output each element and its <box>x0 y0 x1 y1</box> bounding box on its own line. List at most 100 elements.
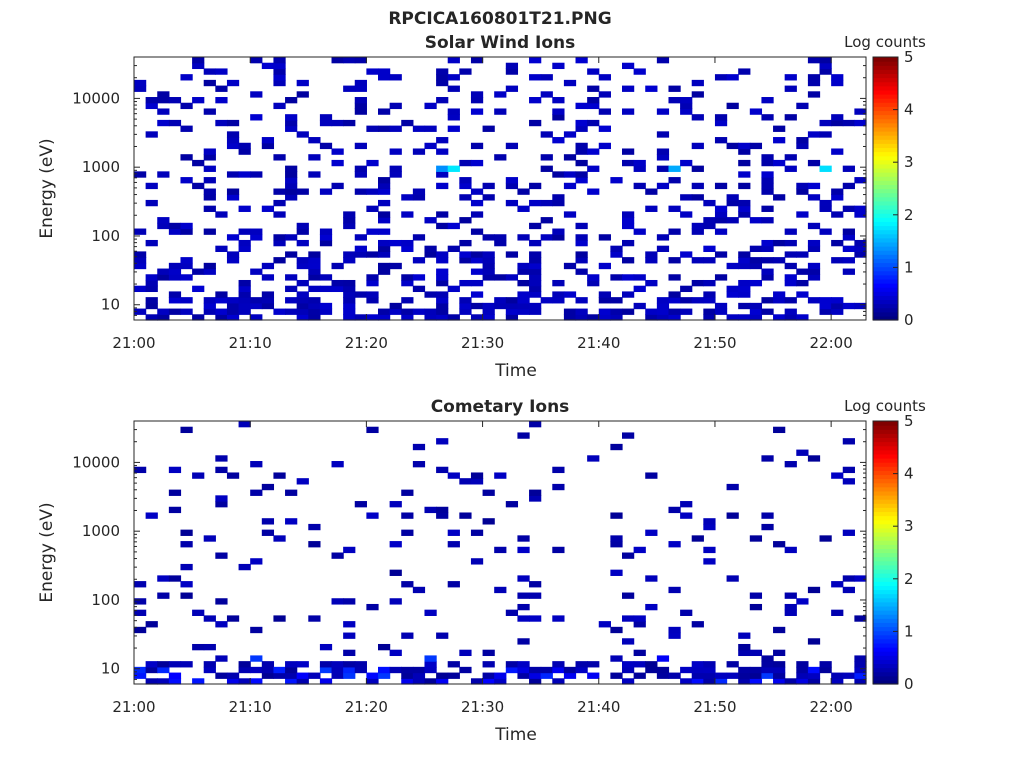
spectrogram-cell <box>482 194 495 201</box>
spectrogram-cell <box>459 478 472 485</box>
spectrogram-cell <box>273 308 286 315</box>
colorbar-segment <box>873 618 898 623</box>
spectrogram-cell <box>168 119 182 127</box>
spectrogram-cell <box>261 205 275 212</box>
spectrogram-cell <box>424 655 437 662</box>
spectrogram-cell <box>552 114 565 121</box>
colorbar-segment <box>873 622 898 628</box>
spectrogram-cell <box>250 228 263 235</box>
colorbar-segment <box>873 577 898 582</box>
spectrogram-cell <box>319 119 333 127</box>
spectrogram-cell <box>842 478 855 485</box>
spectrogram-cell <box>215 501 228 508</box>
colorbar-tick-label: 4 <box>904 101 914 119</box>
spectrogram-cell <box>703 518 716 525</box>
spectrogram-cell <box>459 177 472 184</box>
spectrogram-cell <box>285 171 298 178</box>
spectrogram-cell <box>203 535 216 542</box>
spectrogram-cell <box>192 609 205 616</box>
spectrogram-cell <box>354 79 367 87</box>
spectrogram-cell <box>680 678 693 685</box>
colorbar-segment <box>873 180 898 185</box>
spectrogram-cell <box>401 211 414 218</box>
spectrogram-cell <box>749 314 763 321</box>
spectrogram-cell <box>645 575 658 582</box>
spectrogram-cell <box>226 131 240 138</box>
colorbar-segment <box>873 503 898 508</box>
spectrogram-cell <box>529 421 542 428</box>
spectrogram-cell <box>854 655 867 662</box>
spectrogram-cell <box>238 302 251 310</box>
spectrogram-cell <box>761 114 774 121</box>
spectrogram-cell <box>203 228 216 235</box>
spectrogram-cell <box>412 125 426 132</box>
spectrogram-cell <box>842 586 855 594</box>
spectrogram-cell <box>226 188 240 195</box>
spectrogram-cell <box>831 678 844 685</box>
spectrogram-cell <box>203 154 216 161</box>
spectrogram-cell <box>366 678 379 685</box>
spectrogram-cell <box>145 199 158 207</box>
spectrogram-cell <box>470 199 484 207</box>
spectrogram-cell <box>389 569 402 576</box>
spectrogram-cell <box>354 245 367 252</box>
spectrogram-cell <box>796 182 809 190</box>
spectrogram-cell <box>796 678 809 685</box>
spectrogram-cell <box>343 672 356 679</box>
spectrogram-cell <box>261 302 275 310</box>
spectrogram-cell <box>842 234 855 241</box>
spectrogram-cell <box>854 251 867 258</box>
spectrogram-cell <box>145 97 158 104</box>
spectrogram-cell <box>784 603 797 611</box>
spectrogram-cell <box>482 257 495 264</box>
spectrogram-cell <box>250 302 263 310</box>
spectrogram-cell <box>470 478 484 485</box>
spectrogram-cell <box>610 177 623 184</box>
spectrogram-cell <box>494 546 507 554</box>
spectrogram-cell <box>424 678 437 685</box>
spectrogram-cell <box>610 274 623 281</box>
colorbar-segment <box>873 217 898 222</box>
spectrogram-cell <box>842 205 855 212</box>
spectrogram-cell <box>598 621 611 628</box>
spectrogram-cell <box>749 108 763 115</box>
spectrogram-cell <box>738 182 751 190</box>
spectrogram-cell <box>784 274 797 281</box>
spectrogram-cell <box>680 102 693 110</box>
spectrogram-cell <box>238 563 251 571</box>
spectrogram-cell <box>366 228 379 235</box>
spectrogram-cell <box>714 74 728 81</box>
spectrogram-cell <box>622 592 635 599</box>
colorbar-segment <box>873 679 898 685</box>
spectrogram-cell <box>563 308 577 315</box>
spectrogram-cell <box>134 672 147 679</box>
spectrogram-cell <box>226 119 240 127</box>
spectrogram-cell <box>796 279 809 287</box>
spectrogram-cell <box>807 79 821 87</box>
spectrogram-cell <box>238 291 251 298</box>
spectrogram-cell <box>482 672 495 679</box>
spectrogram-cell <box>192 643 205 651</box>
colorbar-segment <box>873 93 898 99</box>
spectrogram-cell <box>145 297 158 304</box>
spectrogram-cell <box>366 603 379 611</box>
spectrogram-cell <box>587 661 600 668</box>
spectrogram-cell <box>494 274 507 281</box>
spectrogram-cell <box>587 102 600 110</box>
spectrogram-cell <box>784 308 797 315</box>
spectrogram-cell <box>285 489 298 496</box>
spectrogram-cell <box>807 274 821 281</box>
spectrogram-cell <box>203 188 216 195</box>
spectrogram-cell <box>343 314 356 321</box>
spectrogram-cell <box>842 438 855 445</box>
spectrogram-cell <box>552 297 565 304</box>
spectrogram-cell <box>192 182 205 190</box>
spectrogram-cell <box>401 239 414 247</box>
spectrogram-cell <box>250 114 263 121</box>
spectrogram-cell <box>470 529 484 536</box>
spectrogram-cell <box>273 239 286 247</box>
spectrogram-cell <box>366 251 379 258</box>
spectrogram-cell <box>389 308 402 315</box>
spectrogram-cell <box>819 131 832 138</box>
x-tick-label: 22:00 <box>810 698 853 716</box>
